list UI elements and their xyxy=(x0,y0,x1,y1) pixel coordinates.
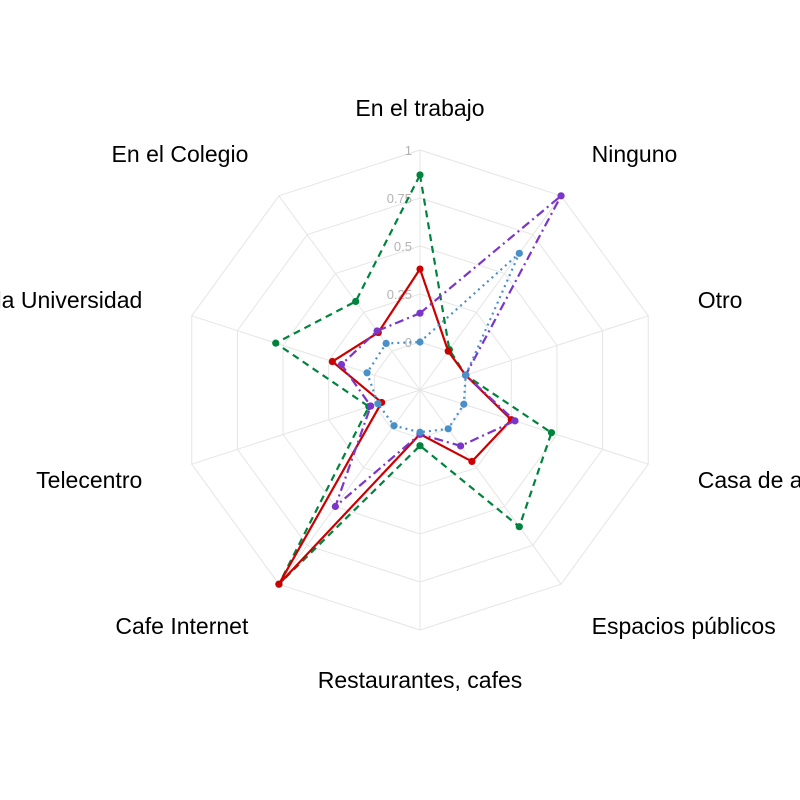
data-point xyxy=(457,442,465,450)
data-point xyxy=(557,192,565,200)
data-point xyxy=(352,297,360,306)
category-label: En el trabajo xyxy=(355,95,484,121)
data-point xyxy=(272,339,280,347)
data-point xyxy=(416,428,424,436)
grid-spoke-4 xyxy=(419,389,562,585)
data-point xyxy=(337,360,346,369)
series-0 xyxy=(272,171,556,588)
category-label: Casa de amigos/far xyxy=(698,467,800,493)
category-label: En el Colegio xyxy=(112,141,249,167)
category-label: Restaurantes, cafes xyxy=(318,667,523,693)
data-point xyxy=(416,442,424,450)
category-label: Cafe Internet xyxy=(115,613,249,639)
data-point xyxy=(547,429,556,437)
data-point xyxy=(416,265,424,273)
data-point xyxy=(382,339,390,348)
data-point xyxy=(460,400,468,408)
grid-spoke-6 xyxy=(278,389,421,585)
radar-series xyxy=(272,171,565,588)
data-point xyxy=(328,357,336,366)
category-label: Telecentro xyxy=(36,467,142,493)
category-label: Otro xyxy=(698,287,743,313)
data-point xyxy=(416,338,424,346)
grid-spoke-8 xyxy=(191,315,421,391)
radial-tick-label: 0 xyxy=(405,335,412,350)
data-point xyxy=(515,249,523,257)
data-point xyxy=(462,371,470,379)
radar-grid xyxy=(191,149,649,631)
data-point xyxy=(331,502,339,511)
data-point xyxy=(416,309,424,317)
data-point xyxy=(416,171,424,179)
category-label: Ninguno xyxy=(592,141,678,167)
data-point xyxy=(468,457,476,466)
data-point xyxy=(367,402,375,410)
series-3 xyxy=(363,249,523,436)
grid-spoke-2 xyxy=(419,315,649,391)
category-label: la Universidad xyxy=(0,287,142,313)
data-point xyxy=(444,347,452,355)
category-label: Espacios públicos xyxy=(592,613,776,639)
data-point xyxy=(444,425,452,433)
data-point xyxy=(275,580,283,588)
data-point xyxy=(373,327,381,335)
grid-spoke-1 xyxy=(419,195,562,391)
radial-tick-label: 1 xyxy=(405,143,412,158)
data-point xyxy=(511,417,519,425)
data-point xyxy=(374,400,382,408)
series-line xyxy=(365,252,521,434)
radial-tick-label: 0.5 xyxy=(394,239,412,254)
data-point xyxy=(515,523,523,531)
grid-spoke-9 xyxy=(278,195,421,391)
grid-spoke-3 xyxy=(419,389,649,465)
data-point xyxy=(390,422,398,430)
data-point xyxy=(363,369,371,377)
series-line xyxy=(274,173,553,586)
category-labels: En el trabajo Ninguno Otro Casa de amigos/f… xyxy=(0,95,800,693)
grid-spoke-7 xyxy=(191,389,421,465)
